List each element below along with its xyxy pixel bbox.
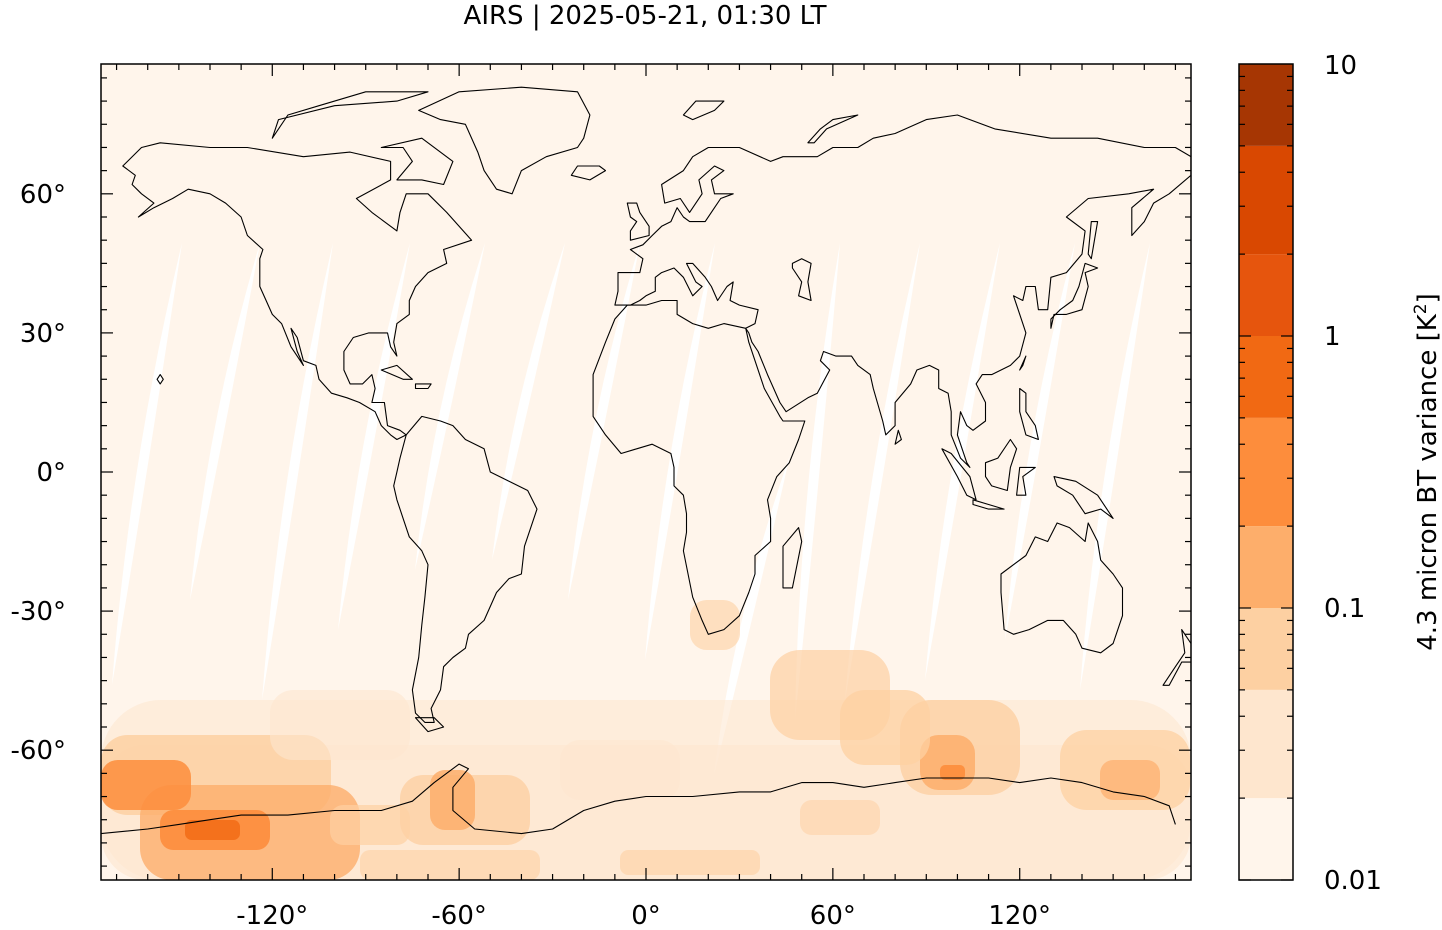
variance-region xyxy=(560,740,680,800)
swath-gap xyxy=(338,243,410,630)
x-tick-label: 60° xyxy=(810,901,856,930)
colorbar-band xyxy=(1239,64,1293,146)
map-ticks xyxy=(101,64,1191,880)
hawaii-coast xyxy=(156,374,164,385)
y-tick-label: -30° xyxy=(11,597,66,627)
colorbar-frame xyxy=(1238,63,1294,881)
sulawesi-coast xyxy=(1016,466,1036,496)
swath-gap xyxy=(925,243,1000,680)
philippines-coast xyxy=(1019,387,1039,441)
colorbar-tick-label: 10 xyxy=(1324,51,1357,81)
swath-gap xyxy=(1080,243,1150,690)
swath-gap xyxy=(262,243,333,700)
coastlines xyxy=(101,86,1191,835)
variance-region xyxy=(840,690,930,765)
swath-gap xyxy=(568,243,640,600)
colorbar-band xyxy=(1239,608,1293,690)
colorbar-band xyxy=(1239,526,1293,608)
y-tick-label: 0° xyxy=(36,458,66,488)
variance-region xyxy=(330,805,410,845)
svalbard-coast xyxy=(682,100,725,121)
africa-coast xyxy=(592,299,806,635)
greenland-coast xyxy=(418,86,591,195)
y-tick-label: 30° xyxy=(20,319,66,349)
x-tick-label: 0° xyxy=(631,901,661,930)
swath-gap xyxy=(845,243,920,700)
variance-region xyxy=(690,600,740,650)
map-panel: -120° -60° 0° 60° 120° 60° 30° 0° -30° -60° xyxy=(11,63,1192,930)
new-guinea-coast xyxy=(1053,476,1114,519)
caspian-coast xyxy=(791,258,812,302)
antarctica-coast xyxy=(101,763,1176,835)
colorbar-band xyxy=(1239,689,1293,799)
novaya-zemlya-coast xyxy=(807,114,859,144)
variance-region xyxy=(185,820,240,840)
x-tick-label: 120° xyxy=(988,901,1051,930)
variance-region xyxy=(270,690,410,760)
iceland-coast xyxy=(570,165,607,181)
map-title: AIRS | 2025-05-21, 01:30 LT xyxy=(464,1,827,31)
swath-gaps xyxy=(112,243,1150,775)
x-tick-label: -120° xyxy=(236,901,308,930)
y-tick-label: -60° xyxy=(11,736,66,766)
swath-gap xyxy=(112,243,182,685)
variance-field xyxy=(101,600,1191,880)
sea-of-okhotsk-coast xyxy=(1087,221,1099,260)
taiwan-coast xyxy=(1019,355,1027,371)
new-zealand-coast xyxy=(1162,629,1191,686)
variance-region xyxy=(940,765,965,780)
uk-coast xyxy=(626,202,650,241)
tierra-del-fuego-coast xyxy=(414,717,445,733)
swath-gap xyxy=(415,243,485,570)
x-tick-labels: -120° -60° 0° 60° 120° xyxy=(236,901,1051,930)
x-tick-label: -60° xyxy=(431,901,486,930)
colorbar-bands xyxy=(1239,64,1293,880)
colorbar-band xyxy=(1239,336,1293,418)
eurasia-africa-coast xyxy=(614,114,1191,468)
madagascar-coast xyxy=(782,527,803,589)
arctic-islands-coast xyxy=(271,91,429,139)
borneo-coast xyxy=(984,438,1018,492)
colorbar-tick-label: 1 xyxy=(1324,322,1341,352)
north-america-coast xyxy=(122,142,473,441)
swath-gap xyxy=(1005,243,1075,640)
swath-gap xyxy=(492,243,565,560)
y-tick-label: 60° xyxy=(20,180,66,210)
colorbar-tick-label: 0.01 xyxy=(1324,866,1382,896)
japan-coast xyxy=(1050,262,1099,329)
south-america-coast xyxy=(393,415,538,723)
swath-gap xyxy=(190,243,260,600)
colorbar-tick-label: 0.1 xyxy=(1324,594,1365,624)
variance-region xyxy=(1100,760,1160,800)
australia-coast xyxy=(1000,522,1124,654)
colorbar-band xyxy=(1239,145,1293,255)
variance-region xyxy=(620,850,760,875)
y-tick-labels: 60° 30° 0° -30° -60° xyxy=(11,180,66,766)
sumatra-coast xyxy=(941,448,977,501)
colorbar-band xyxy=(1239,798,1293,880)
java-coast xyxy=(972,499,1005,510)
swath-gap xyxy=(795,243,840,720)
hispaniola-coast xyxy=(414,383,432,390)
variance-region xyxy=(360,850,540,880)
colorbar: 10 1 0.1 0.01 4.3 micron BT variance [K2] xyxy=(1238,51,1442,896)
colorbar-tick-labels: 10 1 0.1 0.01 xyxy=(1324,51,1382,896)
colorbar-ticks xyxy=(1239,75,1293,881)
cuba-coast xyxy=(380,364,413,380)
colorbar-band xyxy=(1239,417,1293,527)
colorbar-label: 4.3 micron BT variance [K2] xyxy=(1411,293,1442,651)
colorbar-band xyxy=(1239,254,1293,336)
sri-lanka-coast xyxy=(894,429,902,445)
baffin-coast xyxy=(380,137,454,186)
variance-region xyxy=(101,760,191,810)
swath-gap xyxy=(645,243,715,660)
variance-region xyxy=(800,800,880,835)
